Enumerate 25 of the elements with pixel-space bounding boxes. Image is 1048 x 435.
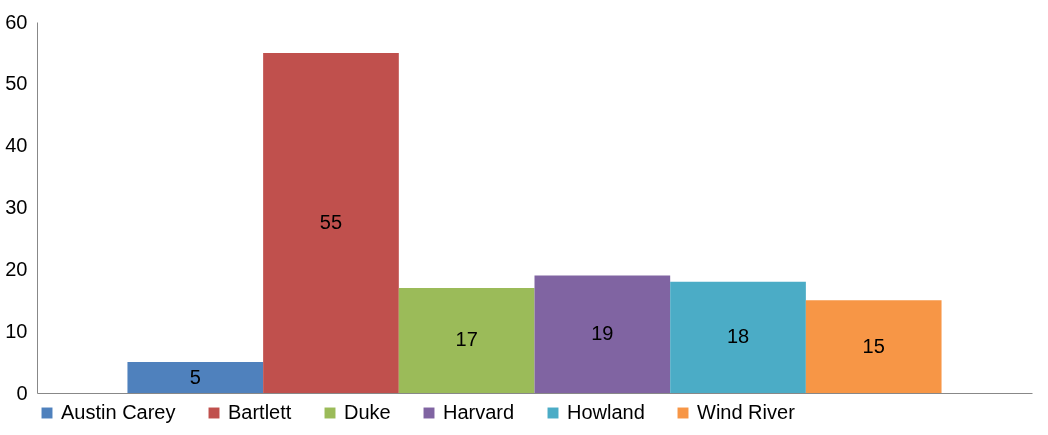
legend-label: Wind River xyxy=(697,401,796,423)
bar xyxy=(263,52,399,393)
legend-label: Austin Carey xyxy=(61,401,176,423)
y-tick-label: 60 xyxy=(5,10,28,33)
legend-label: Harvard xyxy=(443,401,515,423)
data-label: 17 xyxy=(455,328,478,351)
data-label: 18 xyxy=(726,325,750,348)
y-tick-label: 40 xyxy=(5,134,28,157)
legend-label: Bartlett xyxy=(228,401,292,423)
y-tick-label: 0 xyxy=(16,381,28,404)
data-label: 55 xyxy=(319,210,343,233)
bar xyxy=(805,300,942,393)
legend-label: Duke xyxy=(344,401,391,423)
y-tick-label: 30 xyxy=(5,196,28,218)
data-label: 15 xyxy=(862,334,885,357)
y-tick-label: 10 xyxy=(5,319,28,342)
bar xyxy=(534,275,671,393)
legend-label: Howland xyxy=(567,401,645,423)
bar xyxy=(398,287,535,393)
data-label: 5 xyxy=(189,365,201,388)
data-label: 19 xyxy=(591,322,614,345)
bar xyxy=(127,362,264,393)
bar xyxy=(670,281,806,393)
y-tick-label: 20 xyxy=(5,257,28,280)
y-tick-label: 50 xyxy=(5,72,28,95)
